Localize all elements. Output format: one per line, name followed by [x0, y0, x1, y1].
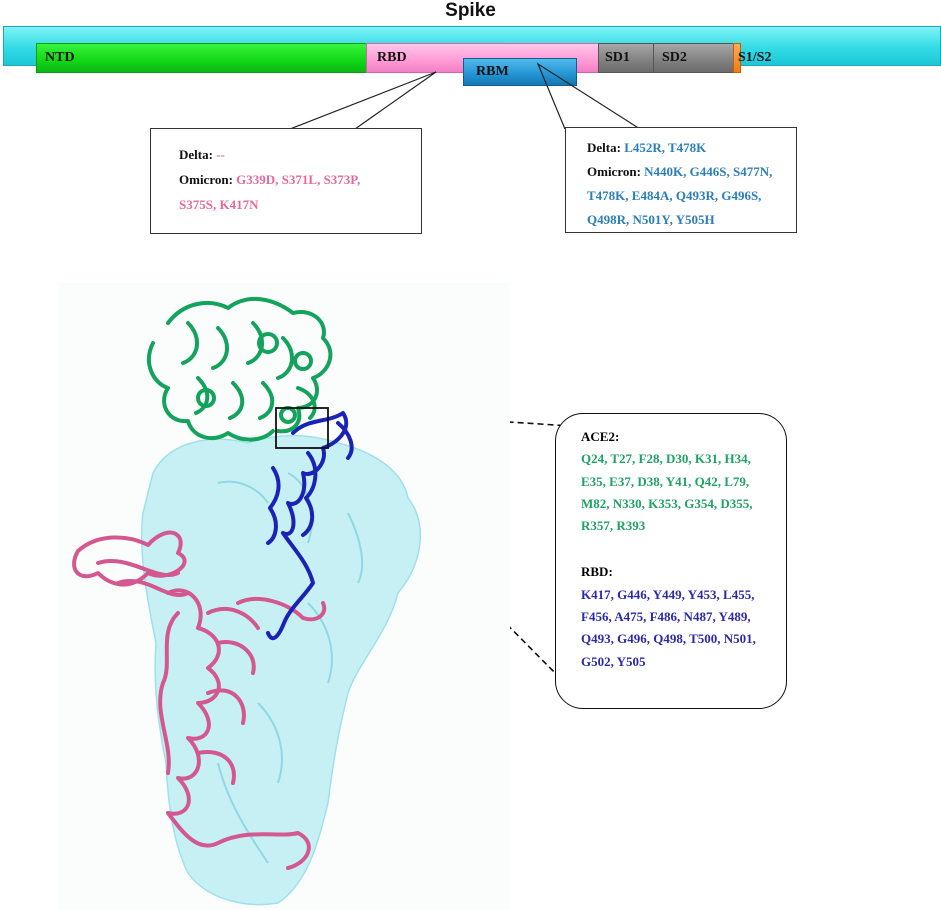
diagram-title: Spike [445, 0, 496, 21]
omicron-value-line1: N440K, G446S, S477N, [644, 164, 773, 179]
interface-residues-box: ACE2: Q24, T27, F28, D30, K31, H34, E35,… [555, 413, 787, 709]
rbm-label: RBM [476, 64, 509, 79]
rbm-callout-pointer [536, 62, 641, 130]
rbd-label: RBD [377, 50, 407, 65]
rbm-delta-line: Delta: L452R, T478K [587, 136, 788, 160]
delta-label: Delta: [587, 140, 621, 155]
zoom-line-bottom [330, 446, 571, 689]
rbd-residue-line: F456, A475, F486, N487, Y489, [581, 609, 751, 625]
spike-chain-ribbon [72, 530, 327, 870]
rbd-ribbon [266, 411, 354, 641]
sd2-domain: SD2 [653, 43, 735, 73]
rbd-omicron-line: Omicron: G339D, S371L, S373P, [179, 167, 407, 192]
omicron-value-line1: G339D, S371L, S373P, [236, 172, 361, 187]
rbd-delta-line: Delta: -- [179, 142, 407, 167]
spike-surface [140, 434, 421, 906]
spacer [581, 537, 776, 561]
ace2-residue-line: M82, N330, K353, G354, D355, [581, 495, 753, 511]
interface-zoom-box [275, 407, 329, 449]
rbd-residue-line: Q493, G496, Q498, T500, N501, [581, 631, 756, 647]
rbd-residue-line: K417, G446, Y449, Y453, L455, [581, 586, 755, 602]
delta-label: Delta: [179, 147, 213, 162]
rbm-omicron-line: Omicron: N440K, G446S, S477N, [587, 160, 788, 184]
rbd-residue-line: G502, Y505 [581, 653, 646, 669]
s1s2-cleavage-site [733, 43, 741, 73]
delta-value: -- [216, 147, 225, 162]
omicron-value-line3: Q498R, N501Y, Y505H [587, 212, 715, 227]
omicron-label: Omicron: [179, 172, 233, 187]
rbm-domain: RBM [463, 58, 577, 86]
rbm-mutation-callout: Delta: L452R, T478K Omicron: N440K, G446… [565, 127, 797, 233]
rbd-callout-pointer [289, 71, 437, 130]
ntd-label: NTD [45, 50, 75, 65]
rbd-contacts-label: RBD: [581, 564, 613, 580]
ace2-residue-line: R357, R393 [581, 518, 646, 534]
ace2-residue-line: Q24, T27, F28, D30, K31, H34, [581, 451, 751, 467]
rbd-mutation-callout: Delta: -- Omicron: G339D, S371L, S373P, … [150, 128, 422, 234]
ace2-contacts-label: ACE2: [581, 429, 620, 444]
omicron-label: Omicron: [587, 164, 641, 179]
ntd-domain: NTD [36, 43, 368, 73]
omicron-value-line2: T478K, E484A, Q493R, G496S, [587, 188, 762, 203]
omicron-value-line2: S375S, K417N [179, 197, 259, 212]
sd1-label: SD1 [605, 50, 630, 65]
spike-ace2-structure-image [58, 283, 510, 910]
ace2-residue-line: E35, E37, D38, Y41, Q42, L79, [581, 473, 750, 489]
delta-value: L452R, T478K [624, 140, 707, 155]
s1s2-label: S1/S2 [738, 50, 772, 65]
sd2-label: SD2 [662, 50, 687, 65]
